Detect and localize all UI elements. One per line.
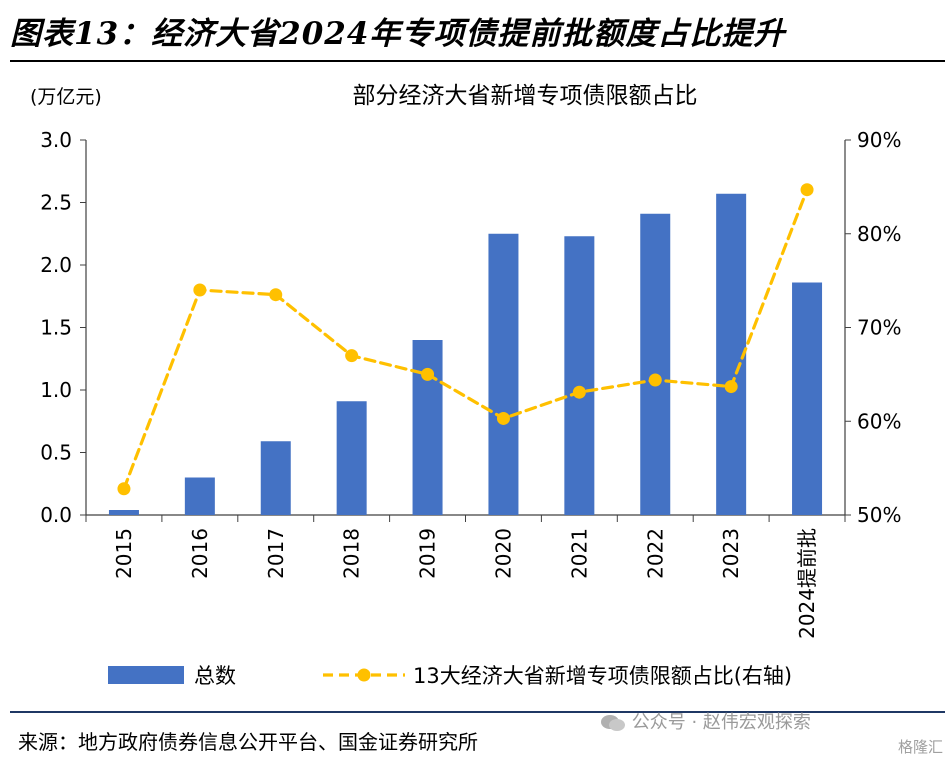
x-axis-category-label: 2021 — [567, 528, 591, 579]
line-share-marker — [269, 288, 283, 302]
left-axis-tick-label: 2.5 — [40, 191, 72, 215]
bar-total — [336, 401, 367, 515]
x-axis-category-label: 2018 — [340, 528, 364, 579]
left-axis-tick-label: 3.0 — [40, 128, 72, 152]
line-share-marker — [800, 183, 814, 197]
x-axis-category-label: 2024提前批 — [795, 528, 819, 639]
site-logo-text: 格隆汇 — [897, 738, 943, 756]
left-axis-tick-label: 2.0 — [40, 253, 72, 277]
bar-total — [184, 477, 215, 515]
footer-divider — [10, 711, 945, 713]
watermark-text: 公众号 · 赵伟宏观探索 — [631, 712, 811, 733]
bar-total — [716, 193, 747, 515]
right-axis-tick-label: 90% — [857, 128, 901, 152]
line-share-marker — [724, 380, 738, 394]
left-axis-unit: (万亿元) — [30, 86, 102, 108]
x-axis-category-label: 2022 — [643, 528, 667, 579]
legend-marker-line — [357, 668, 371, 682]
line-share-series — [122, 188, 809, 491]
right-axis-tick-label: 60% — [857, 409, 901, 433]
left-axis-tick-label: 1.5 — [40, 316, 72, 340]
title-divider — [10, 60, 945, 62]
x-axis-category-label: 2016 — [188, 528, 212, 579]
line-share-marker — [572, 385, 586, 399]
line-share-marker — [117, 482, 131, 496]
line-share-marker — [496, 411, 510, 425]
line-share-marker — [345, 349, 359, 363]
x-axis-category-label: 2019 — [416, 528, 440, 579]
wechat-icon — [600, 713, 626, 733]
bar-total — [108, 510, 139, 515]
left-axis-tick-label: 1.0 — [40, 378, 72, 402]
chart: 部分经济大省新增专项债限额占比 (万亿元) 0.0 0.5 1.0 1.5 2.0 2.5… — [30, 83, 901, 688]
x-axis-category-label: 2023 — [719, 528, 743, 579]
bar-total — [640, 213, 671, 515]
right-axis-tick-label: 50% — [857, 503, 901, 527]
bar-total — [488, 233, 519, 515]
line-share-marker — [193, 283, 207, 297]
x-axis-category-label: 2020 — [491, 528, 515, 579]
x-axis-category-label: 2015 — [112, 528, 136, 579]
right-axis-tick-label: 80% — [857, 222, 901, 246]
x-axis-category-label: 2017 — [264, 528, 288, 579]
line-share-marker — [421, 367, 435, 381]
site-logo: 格隆汇 — [898, 736, 943, 757]
bar-total — [564, 236, 595, 515]
chart-title: 部分经济大省新增专项债限额占比 — [353, 83, 698, 109]
figure-title: 图表13：经济大省2024年专项债提前批额度占比提升 — [10, 16, 786, 52]
legend-swatch-bar — [108, 666, 184, 684]
line-share-marker — [648, 373, 662, 387]
left-axis-tick-label: 0.0 — [40, 503, 72, 527]
bar-total — [412, 340, 443, 515]
left-axis-tick-label: 0.5 — [40, 441, 72, 465]
legend-label-line: 13大经济大省新增专项债限额占比(右轴) — [413, 664, 792, 688]
watermark: 公众号 · 赵伟宏观探索 — [600, 708, 811, 734]
bar-total — [260, 441, 291, 515]
legend-label-bar: 总数 — [194, 664, 236, 688]
source-note: 来源：地方政府债券信息公开平台、国金证券研究所 — [18, 730, 478, 754]
bar-total — [792, 282, 823, 515]
right-axis-tick-label: 70% — [857, 316, 901, 340]
